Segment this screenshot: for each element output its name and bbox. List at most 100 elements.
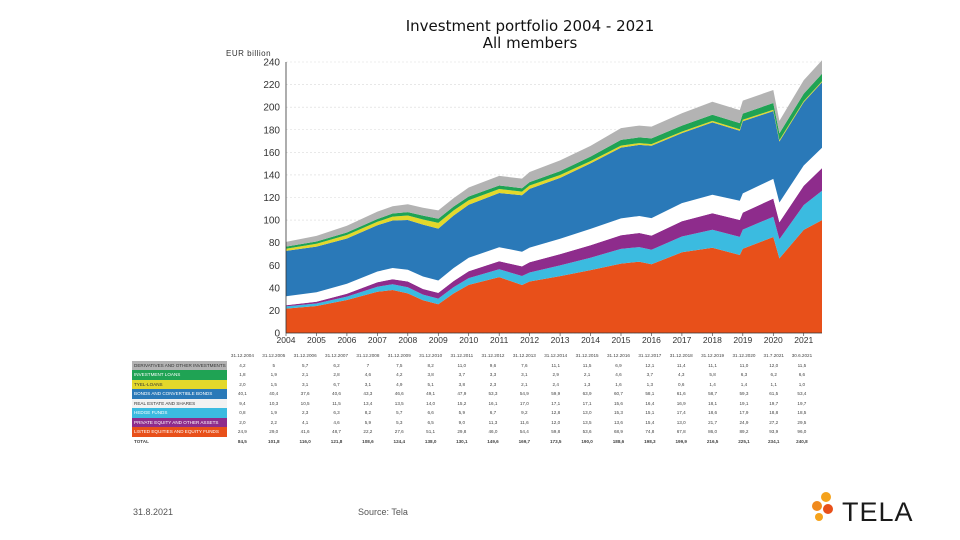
table-cell: 53,3 xyxy=(488,391,498,396)
table-cell: 24,9 xyxy=(237,429,247,434)
logo-dot-left xyxy=(812,501,822,511)
table-column-header: 31.12.2005 xyxy=(262,353,286,358)
table-cell: 11,0 xyxy=(457,362,467,368)
table-cell: 29,8 xyxy=(457,429,467,434)
table-cell: 11,1 xyxy=(708,362,717,368)
logo-dot-top xyxy=(821,492,831,502)
table-cell: 2,1 xyxy=(521,381,528,387)
table-cell: 1,6 xyxy=(615,381,622,387)
table-cell: 225,1 xyxy=(738,438,750,444)
table-column-header: 31.12.2007 xyxy=(325,353,349,358)
table-cell: 190,0 xyxy=(581,438,593,444)
table-cell: 12,1 xyxy=(645,362,655,368)
table-row: INVESTMENT LOANS 1,8 1,9 2,1 2,8 4,6 4,2 3,8 3,7… xyxy=(132,370,816,380)
table-cell: 6,7 xyxy=(333,381,340,387)
table-cell: 24,9 xyxy=(739,419,749,425)
table-cell: 10,3 xyxy=(269,400,279,406)
table-cell: 173,5 xyxy=(549,438,562,444)
table-cell: 84,5 xyxy=(237,438,247,444)
table-cell: 11,5 xyxy=(332,400,341,406)
table-column-header: 31.12.2019 xyxy=(701,353,725,358)
table-cell: 2,1 xyxy=(301,372,309,377)
table-cell: 49,1 xyxy=(426,391,436,396)
y-tick-label: 80 xyxy=(269,238,281,249)
table-cell: 17,1 xyxy=(582,400,592,406)
table-cell: 18,5 xyxy=(797,410,807,415)
table-cell: 124,4 xyxy=(393,438,406,444)
table-cell: 74,8 xyxy=(645,429,655,434)
table-cell: 5,3 xyxy=(396,419,403,425)
table-cell: 108,6 xyxy=(362,438,374,444)
x-tick-label: 2020 xyxy=(764,335,783,345)
table-cell: 40,6 xyxy=(332,391,341,396)
table-cell: 58,1 xyxy=(645,391,655,396)
table-cell: 22,2 xyxy=(363,429,373,434)
table-cell: 240,8 xyxy=(796,438,808,444)
area-series xyxy=(286,82,822,297)
table-cell: 59,3 xyxy=(739,391,749,396)
table-cell: 17,4 xyxy=(676,410,686,415)
table-cell: 13,5 xyxy=(582,419,592,425)
y-tick-label: 120 xyxy=(263,193,280,204)
table-cell: 0,8 xyxy=(239,410,246,415)
table-cell: 1,1 xyxy=(770,381,777,387)
table-cell: 18,6 xyxy=(708,410,718,415)
table-cell: 68,9 xyxy=(613,429,623,434)
table-column-header: 31.12.2012 xyxy=(481,353,505,358)
table-column-header: 31.12.2015 xyxy=(575,353,599,358)
table-cell: 4,6 xyxy=(615,372,622,377)
table-cell: 2,8 xyxy=(333,372,340,377)
table-cell: 2,2 xyxy=(270,419,277,425)
table-cell: 54,9 xyxy=(519,391,529,396)
table-cell: 14,0 xyxy=(426,400,436,406)
table-cell: 6,3 xyxy=(333,410,340,415)
x-tick-label: 2007 xyxy=(368,335,387,345)
y-tick-label: 220 xyxy=(263,80,280,91)
table-cell: 61,6 xyxy=(676,391,686,396)
table-cell: 2,0 xyxy=(239,419,246,425)
table-cell: 116,0 xyxy=(299,438,311,444)
table-column-header: 30.6.2021 xyxy=(791,353,813,358)
table-column-header: 31.12.2009 xyxy=(387,353,411,358)
chart-title-line2: All members xyxy=(482,34,578,52)
table-cell: 13,5 xyxy=(394,400,404,406)
table-cell: 29,0 xyxy=(269,429,279,434)
table-header-label xyxy=(132,351,227,361)
table-cell: 13,0 xyxy=(676,419,686,425)
table-cell: 17,1 xyxy=(551,400,561,406)
table-row: TOTAL 84,5 101,8 116,0 121,8 108,6 124,4 138,0 1… xyxy=(132,437,816,447)
table-cell: 2,4 xyxy=(552,381,559,387)
table-cell: 11,3 xyxy=(488,419,498,425)
x-tick-label: 2021 xyxy=(794,335,813,345)
table-cell: 11,1 xyxy=(551,362,561,368)
table-cell: 3,8 xyxy=(427,372,434,377)
table-cell: 46,6 xyxy=(394,391,404,396)
table-cell: 6,5 xyxy=(427,419,434,425)
table-cell: 59,8 xyxy=(551,429,561,434)
table-cell: 12,0 xyxy=(769,362,779,368)
table-row-label: LISTED EQUITIES AND EQUITY FUNDS xyxy=(132,427,227,437)
table-row-label: TYEL-LOANS xyxy=(132,379,227,389)
table-row: DERIVATIVES AND OTHER INVESTMENTS 4,2 5 5,7… xyxy=(132,360,816,370)
table-cell: 89,2 xyxy=(739,429,749,434)
table-column-header: 31.12.2016 xyxy=(606,353,630,358)
table-cell: 216,5 xyxy=(706,438,719,444)
table-cell: 6,6 xyxy=(427,410,434,415)
table-cell: 4,2 xyxy=(396,372,403,377)
table-cell: 1,4 xyxy=(740,381,748,387)
table-cell: 7,6 xyxy=(521,362,528,368)
table-cell: 6,2 xyxy=(770,372,777,377)
table-cell: 15,6 xyxy=(613,400,623,406)
y-axis-unit-label: EUR billion xyxy=(226,49,272,58)
table-cell: 12,8 xyxy=(551,410,561,415)
y-tick-label: 40 xyxy=(269,283,281,294)
table-cell: 6,9 xyxy=(615,362,622,368)
y-tick-label: 140 xyxy=(263,170,280,181)
table-row-label: HEDGE FUNDS xyxy=(132,408,227,418)
table-cell: 16,9 xyxy=(676,400,686,406)
table-cell: 8,2 xyxy=(427,362,434,368)
table-cell: 1,0 xyxy=(798,381,806,387)
table-cell: 188,6 xyxy=(612,438,625,444)
table-cell: 21,7 xyxy=(708,419,718,425)
